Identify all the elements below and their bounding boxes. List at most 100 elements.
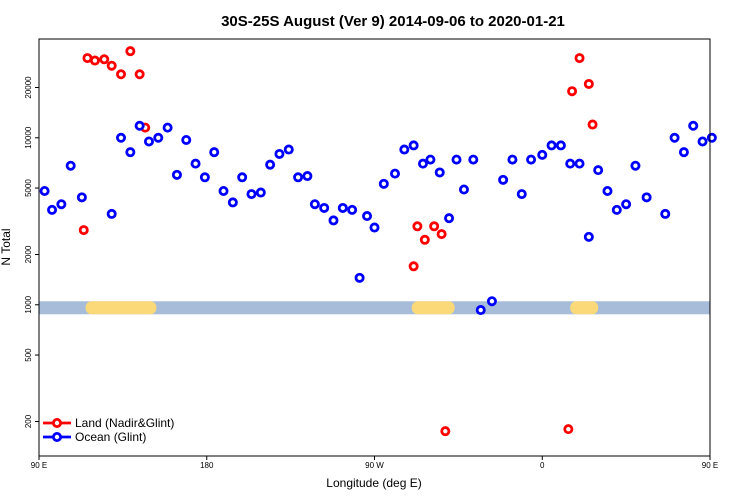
land-ocean-bar xyxy=(39,301,710,315)
data-point xyxy=(369,222,380,233)
series-land xyxy=(78,46,598,437)
data-point xyxy=(309,199,320,210)
data-point xyxy=(498,174,509,185)
legend-marker xyxy=(52,431,63,442)
data-point xyxy=(688,120,699,131)
data-point xyxy=(434,167,445,178)
plot-area xyxy=(39,39,710,456)
x-axis: 90 E 180 90 W 0 90 E xyxy=(31,456,718,470)
data-point xyxy=(583,231,594,242)
data-point xyxy=(76,192,87,203)
data-point xyxy=(116,132,127,143)
y-tick-label: 20000 xyxy=(24,76,33,99)
y-tick-label: 10000 xyxy=(24,126,33,149)
x-tick-label: 90 E xyxy=(31,461,47,470)
data-point xyxy=(337,202,348,213)
data-point xyxy=(181,134,192,145)
data-point xyxy=(555,140,566,151)
data-point xyxy=(697,136,708,147)
data-point xyxy=(65,160,76,171)
plot-frame xyxy=(38,38,711,457)
data-point xyxy=(354,272,365,283)
data-point xyxy=(162,122,173,133)
data-point xyxy=(199,172,210,183)
data-point xyxy=(660,208,671,219)
data-point xyxy=(412,221,423,232)
data-point xyxy=(516,189,527,200)
y-axis-label: N Total xyxy=(0,228,13,265)
data-point xyxy=(209,147,220,158)
data-point xyxy=(602,186,613,197)
data-point xyxy=(669,132,680,143)
data-point xyxy=(563,424,574,435)
data-point xyxy=(89,55,100,66)
data-point xyxy=(574,158,585,169)
data-point xyxy=(583,78,594,89)
data-point xyxy=(419,234,430,245)
data-point xyxy=(678,147,689,158)
legend-label: Ocean (Glint) xyxy=(75,430,146,444)
data-point xyxy=(265,159,276,170)
land-segment xyxy=(85,301,157,315)
data-point xyxy=(39,186,50,197)
data-point xyxy=(218,186,229,197)
data-point xyxy=(587,119,598,130)
data-point xyxy=(134,69,145,80)
y-tick-label: 2000 xyxy=(24,245,33,263)
y-tick-label: 1000 xyxy=(24,295,33,313)
data-point xyxy=(611,204,622,215)
data-point xyxy=(574,53,585,64)
y-axis: 200 500 1000 2000 5000 10000 20000 xyxy=(24,76,39,428)
y-tick-label: 200 xyxy=(24,414,33,428)
data-point xyxy=(255,187,266,198)
data-point xyxy=(293,172,304,183)
data-point xyxy=(429,221,440,232)
plot-background xyxy=(39,39,710,456)
data-point xyxy=(621,199,632,210)
data-point xyxy=(125,147,136,158)
data-point xyxy=(468,154,479,165)
series-ocean xyxy=(39,120,717,316)
data-point xyxy=(425,154,436,165)
legend-label: Land (Nadir&Glint) xyxy=(75,416,174,430)
data-points xyxy=(39,46,717,437)
data-point xyxy=(546,140,557,151)
chart-title: 30S-25S August (Ver 9) 2014-09-06 to 202… xyxy=(221,13,565,30)
data-point xyxy=(319,202,330,213)
land-segment xyxy=(411,301,455,315)
data-point xyxy=(106,60,117,71)
x-axis-label: Longitude (deg E) xyxy=(326,476,421,490)
data-point xyxy=(399,144,410,155)
data-point xyxy=(283,144,294,155)
data-point xyxy=(507,154,518,165)
x-tick-label: 0 xyxy=(540,461,545,470)
data-point xyxy=(134,120,145,131)
legend-marker xyxy=(52,417,63,428)
data-point xyxy=(190,158,201,169)
data-point xyxy=(56,199,67,210)
data-point xyxy=(237,172,248,183)
data-point xyxy=(537,149,548,160)
data-point xyxy=(378,178,389,189)
y-tick-label: 5000 xyxy=(24,179,33,197)
data-point xyxy=(116,69,127,80)
data-point xyxy=(153,132,164,143)
data-point xyxy=(451,154,462,165)
data-point xyxy=(78,225,89,236)
data-point xyxy=(171,169,182,180)
data-point xyxy=(362,211,373,222)
data-point xyxy=(593,165,604,176)
data-point xyxy=(417,158,428,169)
x-tick-label: 90 W xyxy=(365,461,384,470)
data-point xyxy=(641,192,652,203)
x-tick-label: 180 xyxy=(200,461,214,470)
data-point xyxy=(390,168,401,179)
data-point xyxy=(227,197,238,208)
data-point xyxy=(706,132,717,143)
data-point xyxy=(408,261,419,272)
data-point xyxy=(328,215,339,226)
data-point xyxy=(125,46,136,57)
data-point xyxy=(347,204,358,215)
data-point xyxy=(486,296,497,307)
